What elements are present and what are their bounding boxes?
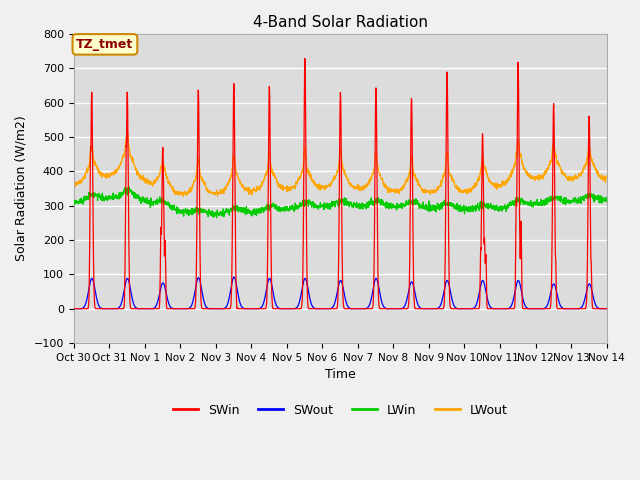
SWout	[570, 306, 578, 312]
LWin	[70, 198, 77, 204]
LWin	[556, 197, 564, 203]
SWin	[218, 306, 226, 312]
Y-axis label: Solar Radiation (W/m2): Solar Radiation (W/m2)	[15, 116, 28, 261]
LWin	[495, 205, 503, 211]
LWout	[495, 183, 503, 189]
SWin	[367, 306, 375, 312]
LWout	[124, 131, 132, 136]
LWin	[212, 215, 220, 221]
SWin	[556, 306, 563, 312]
SWin	[70, 306, 77, 312]
Line: SWout: SWout	[74, 277, 606, 309]
LWout	[180, 193, 188, 199]
Text: TZ_tmet: TZ_tmet	[76, 38, 134, 51]
SWout	[70, 306, 77, 312]
Line: LWin: LWin	[74, 187, 606, 218]
LWout	[70, 182, 77, 188]
LWin	[125, 184, 133, 190]
SWin	[570, 306, 578, 312]
SWout	[356, 306, 364, 312]
SWout	[556, 300, 563, 306]
SWout	[367, 297, 375, 303]
LWin	[367, 195, 375, 201]
X-axis label: Time: Time	[324, 368, 355, 381]
LWout	[602, 173, 610, 179]
Line: LWout: LWout	[74, 133, 606, 196]
LWout	[367, 174, 375, 180]
LWout	[219, 187, 227, 192]
SWout	[495, 306, 502, 312]
LWin	[219, 211, 227, 216]
Legend: SWin, SWout, LWin, LWout: SWin, SWout, LWin, LWout	[168, 399, 513, 422]
LWout	[356, 187, 364, 192]
LWin	[602, 195, 610, 201]
SWin	[495, 306, 502, 312]
SWout	[602, 306, 610, 312]
Title: 4-Band Solar Radiation: 4-Band Solar Radiation	[253, 15, 428, 30]
Line: SWin: SWin	[74, 59, 606, 309]
LWout	[556, 163, 564, 169]
SWin	[301, 56, 308, 61]
SWout	[230, 274, 238, 280]
SWin	[602, 306, 610, 312]
LWin	[571, 200, 579, 205]
SWin	[356, 306, 364, 312]
LWout	[571, 176, 579, 181]
SWout	[218, 306, 226, 312]
LWin	[356, 203, 364, 209]
